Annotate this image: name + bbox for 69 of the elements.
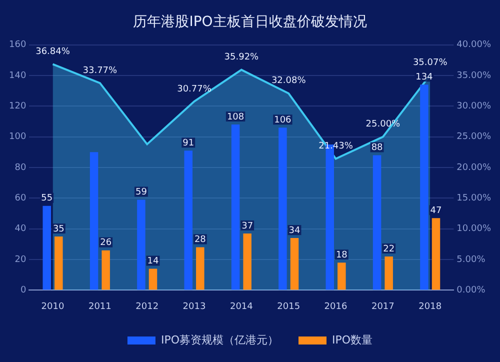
y2-tick-label: 25.00% bbox=[456, 132, 492, 142]
y2-tick-label: 15.00% bbox=[456, 194, 492, 204]
data-label: 30.77% bbox=[177, 84, 212, 94]
bar bbox=[290, 238, 299, 290]
data-label: 36.84% bbox=[36, 47, 70, 58]
data-label: 14 bbox=[147, 256, 159, 267]
y2-tick-label: 10.00% bbox=[456, 224, 492, 234]
y-tick-label: 60 bbox=[14, 194, 26, 204]
data-label: 108 bbox=[226, 112, 244, 122]
bar bbox=[196, 247, 204, 290]
bar bbox=[243, 233, 252, 290]
y2-tick-label: 30.00% bbox=[456, 101, 492, 112]
data-label: 35 bbox=[52, 224, 64, 234]
bar bbox=[54, 236, 63, 290]
bar bbox=[384, 256, 393, 290]
data-label: 37 bbox=[242, 221, 254, 232]
bar bbox=[137, 200, 146, 290]
y-tick-label: 140 bbox=[8, 70, 26, 81]
data-label: 22 bbox=[383, 244, 395, 254]
data-label: 33.77% bbox=[82, 66, 118, 76]
x-tick-label: 2012 bbox=[136, 302, 159, 312]
y-tick-label: 120 bbox=[8, 101, 26, 112]
y2-tick-label: 40.00% bbox=[456, 40, 492, 50]
y2-tick-label: 5.00% bbox=[456, 254, 486, 265]
y2-tick-label: 35.00% bbox=[456, 70, 492, 81]
x-tick-label: 2011 bbox=[88, 302, 112, 312]
data-label: 18 bbox=[336, 250, 348, 260]
y2-tick-label: 0.00% bbox=[456, 286, 486, 296]
x-tick-label: 2010 bbox=[41, 302, 64, 312]
y-tick-label: 40 bbox=[14, 224, 26, 234]
bar bbox=[148, 268, 158, 290]
x-tick-label: 2014 bbox=[230, 302, 254, 312]
y-tick-label: 0 bbox=[20, 286, 26, 296]
data-label: 106 bbox=[274, 115, 292, 126]
bar bbox=[420, 84, 428, 290]
x-tick-label: 2013 bbox=[182, 302, 206, 312]
bar bbox=[432, 218, 440, 290]
y-tick-label: 20 bbox=[14, 254, 26, 265]
bar bbox=[90, 152, 98, 290]
bar bbox=[102, 250, 110, 290]
x-tick-label: 2016 bbox=[324, 302, 348, 312]
bar bbox=[278, 128, 287, 290]
y2-tick-label: 20.00% bbox=[456, 162, 492, 173]
bar bbox=[42, 206, 51, 290]
x-tick-label: 2017 bbox=[371, 302, 394, 312]
x-tick-label: 2018 bbox=[418, 302, 442, 312]
data-label: 55 bbox=[41, 194, 53, 204]
bar bbox=[231, 124, 240, 290]
x-tick-label: 2015 bbox=[277, 302, 300, 312]
data-label: 59 bbox=[135, 188, 148, 198]
chart-title: 历年港股IPO主板首日收盘价破发情况 bbox=[133, 14, 367, 30]
data-label: 34 bbox=[288, 226, 300, 236]
data-label: 26 bbox=[100, 238, 112, 248]
data-label: 134 bbox=[416, 72, 434, 83]
bar bbox=[372, 155, 382, 290]
data-label: 28 bbox=[194, 235, 206, 246]
data-label: 32.08% bbox=[271, 76, 306, 86]
bar bbox=[338, 262, 346, 290]
legend-label: IPO募资规模（亿港元） bbox=[160, 333, 279, 346]
data-label: 35.92% bbox=[224, 52, 260, 63]
data-label: 35.07% bbox=[412, 58, 448, 68]
data-label: 91 bbox=[182, 138, 194, 148]
y-tick-label: 160 bbox=[8, 40, 26, 50]
data-label: 47 bbox=[430, 206, 442, 216]
legend-label: IPO数量 bbox=[332, 333, 373, 346]
y-tick-label: 100 bbox=[8, 132, 26, 142]
data-label: 88 bbox=[371, 143, 384, 154]
y-tick-label: 80 bbox=[14, 162, 26, 173]
bar bbox=[184, 150, 192, 290]
